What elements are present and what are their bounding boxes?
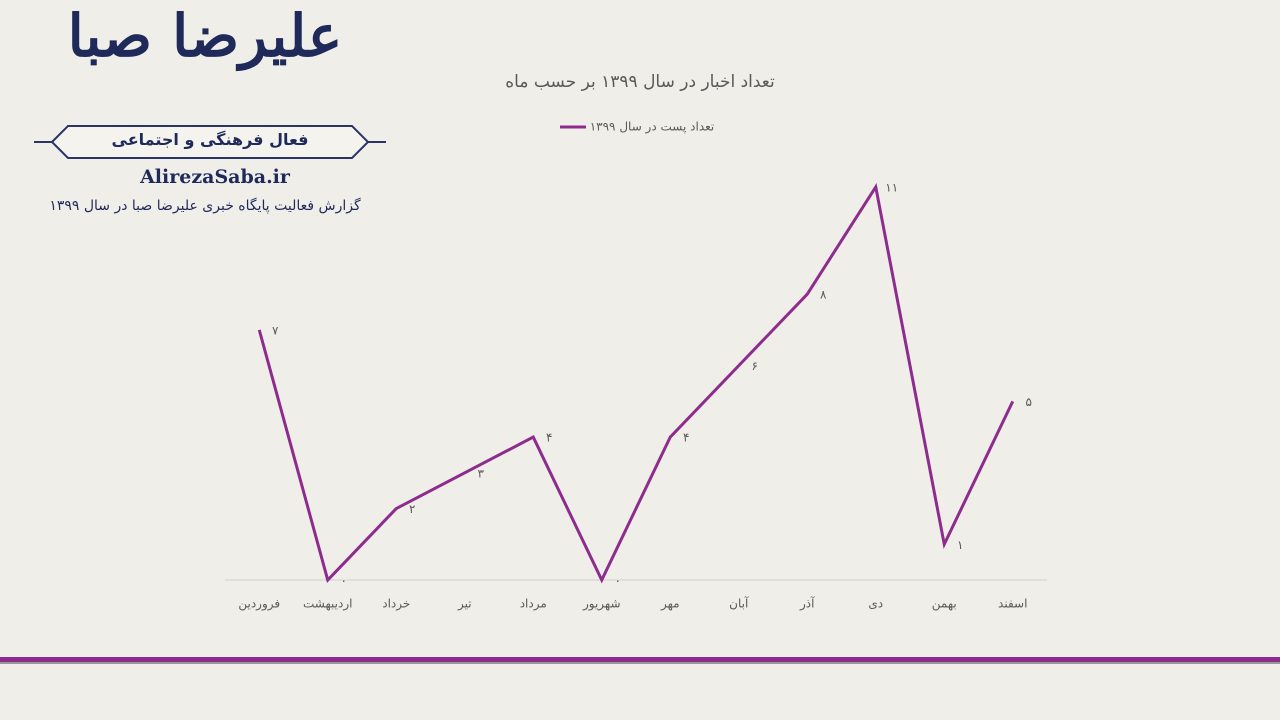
data-label: ۴ (546, 431, 552, 445)
x-tick-label: فروردین (238, 597, 280, 612)
x-tick-label: آذر (799, 596, 815, 612)
x-tick-label: شهریور (582, 597, 621, 612)
data-label: ۶ (752, 359, 758, 373)
x-tick-label: اسفند (998, 597, 1027, 611)
chart-title: تعداد اخبار در سال ۱۳۹۹ بر حسب ماه (505, 72, 775, 92)
data-label: ۴ (683, 431, 689, 445)
data-label: ۳ (478, 466, 485, 480)
x-tick-label: مهر (660, 597, 680, 612)
data-label: ۱ (957, 538, 963, 552)
series-line (257, 183, 1015, 584)
data-label: ۰ (615, 574, 621, 588)
x-tick-label: خرداد (382, 597, 410, 612)
data-label: ۱۱ (885, 181, 898, 195)
report-subtitle: گزارش فعالیت پایگاه خبری علیرضا صبا در س… (49, 198, 361, 214)
legend-label: تعداد پست در سال ۱۳۹۹ (590, 120, 715, 135)
x-tick-label: مرداد (520, 597, 547, 612)
x-tick-label: اردیبهشت (303, 597, 352, 612)
footer-bar (0, 657, 1280, 662)
data-label: ۵ (1026, 395, 1032, 409)
data-label: ۰ (341, 574, 347, 588)
footer-line (0, 662, 1280, 664)
data-label: ۸ (820, 288, 827, 302)
x-tick-label: تیر (457, 597, 472, 612)
data-label: ۷ (272, 323, 279, 337)
x-tick-label: آبان (729, 596, 749, 611)
x-tick-label: بهمن (932, 597, 957, 612)
logo-name: علیرضا صبا (67, 2, 343, 70)
data-label: ۲ (409, 502, 415, 516)
x-tick-label: دی (868, 597, 883, 611)
logo-tagline: فعال فرهنگی و اجتماعی (111, 130, 309, 149)
website: AlirezaSaba.ir (140, 166, 290, 188)
